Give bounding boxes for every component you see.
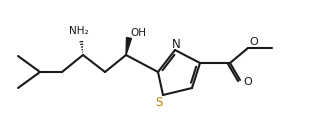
Text: O: O (244, 77, 252, 87)
Polygon shape (126, 38, 131, 55)
Text: N: N (172, 37, 180, 51)
Text: NH₂: NH₂ (69, 26, 89, 36)
Text: S: S (155, 96, 163, 108)
Text: OH: OH (130, 28, 146, 38)
Text: O: O (250, 37, 258, 47)
